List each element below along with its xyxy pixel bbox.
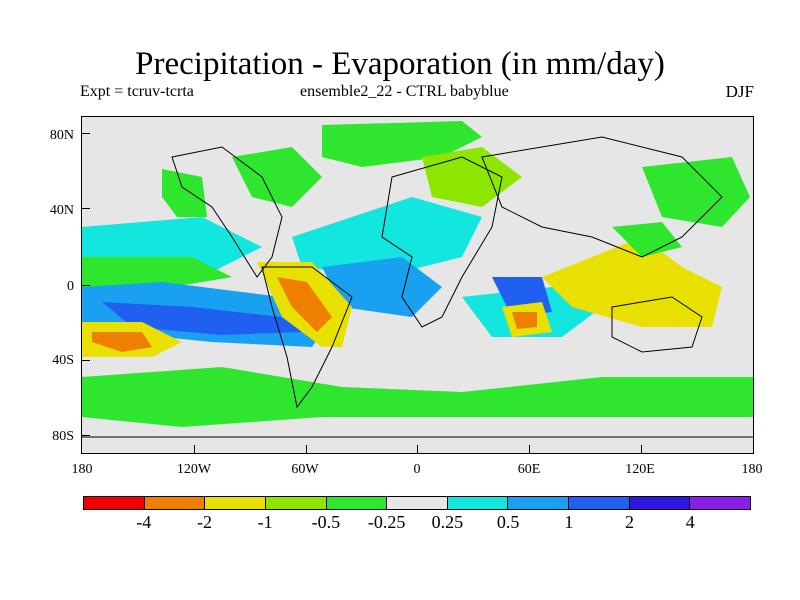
colorbar-label: 0.25: [431, 512, 464, 532]
x-tick: [417, 445, 418, 453]
asia-coast: [481, 136, 723, 258]
x-tick: [641, 445, 642, 453]
tropical-atlantic-region: [322, 257, 442, 317]
colorbar-swatch: [326, 497, 388, 509]
south-pacific-core-region: [102, 302, 302, 335]
colorbar-label: 0.5: [496, 512, 520, 532]
x-label-180e: 180: [741, 462, 763, 477]
south-america-core-region: [277, 277, 332, 332]
colorbar-label: 1: [564, 512, 574, 532]
southeast-pacific-core-region: [92, 332, 152, 352]
north-pacific-region: [162, 169, 207, 217]
australia-coast: [611, 296, 703, 353]
colorbar-swatch: [387, 497, 448, 509]
y-label-40n: 40N: [49, 203, 74, 218]
europe-region: [422, 147, 522, 207]
maritime-continent-region: [542, 237, 722, 327]
east-asia-region: [612, 222, 682, 257]
south-america-coast: [261, 266, 353, 409]
colorbar-label: -4: [136, 512, 152, 532]
x-label-60w: 60W: [291, 462, 319, 477]
colorbar-swatch: [265, 497, 327, 509]
colorbar-label: -2: [196, 512, 212, 532]
colorbar-swatch: [690, 497, 751, 509]
northwest-pacific-region: [642, 157, 750, 227]
y-tick: [82, 360, 90, 361]
coastlines: [82, 136, 753, 438]
africa-europe-coast: [381, 156, 503, 328]
atlantic-region: [292, 197, 482, 277]
y-tick: [82, 133, 90, 134]
x-tick: [306, 445, 307, 453]
colorbar: [83, 496, 751, 510]
colorbar-swatch: [508, 497, 570, 509]
colorbar-label: -0.25: [367, 512, 406, 532]
colorbar-label: 4: [685, 512, 695, 532]
experiment-label: Expt = tcruv-tcrta: [80, 83, 194, 100]
x-label-180w: 180: [71, 462, 93, 477]
x-label-120e: 120E: [625, 462, 655, 477]
colorbar-swatch: [629, 497, 691, 509]
y-tick: [82, 285, 90, 286]
pme-field: [82, 121, 753, 438]
y-tick: [82, 208, 90, 209]
y-tick: [82, 435, 90, 436]
map-title: Precipitation - Evaporation (in mm/day): [135, 46, 665, 82]
y-label-80n: 80N: [49, 128, 74, 143]
y-label-40s: 40S: [52, 353, 74, 368]
colorbar-swatch: [205, 497, 266, 509]
season-label: DJF: [725, 82, 754, 101]
x-tick: [529, 445, 530, 453]
y-label-0: 0: [67, 279, 74, 294]
x-label-60e: 60E: [517, 462, 541, 477]
colorbar-label: -1: [257, 512, 273, 532]
x-label-0: 0: [413, 462, 421, 477]
colorbar-swatch: [84, 497, 145, 509]
colorbar-swatch: [569, 497, 630, 509]
southern-ocean-region: [82, 367, 753, 427]
colorbar-swatch: [447, 497, 509, 509]
north-america-region: [232, 147, 322, 207]
y-label-80s: 80S: [52, 429, 74, 444]
colorbar-label: 2: [625, 512, 635, 532]
colorbar-swatch: [144, 497, 206, 509]
pacific-green-region: [82, 257, 232, 292]
map-plot-area: [81, 116, 754, 454]
x-label-120w: 120W: [176, 462, 212, 477]
x-tick: [194, 445, 195, 453]
madagascar-core-region: [512, 312, 537, 329]
colorbar-label: -0.5: [311, 512, 341, 532]
ensemble-label: ensemble2_22 - CTRL babyblue: [300, 83, 509, 100]
